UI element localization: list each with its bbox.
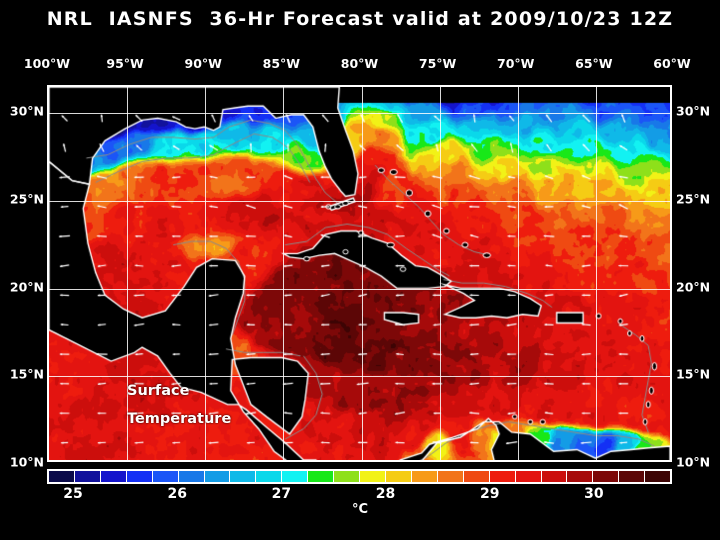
colorbar-tick-label: 29 <box>479 486 500 502</box>
colorbar-swatch <box>619 471 646 482</box>
page-title: NRL IASNFS 36-Hr Forecast valid at 2009/… <box>46 8 674 30</box>
colorbar-swatch <box>49 471 75 482</box>
map-plot-area[interactable]: Surface Temperature <box>47 85 672 462</box>
colorbar-swatch <box>411 471 438 482</box>
lon-tick-label: 75°W <box>418 56 457 71</box>
lon-tick-label: 60°W <box>653 56 691 71</box>
colorbar-swatch <box>230 471 257 482</box>
colorbar-swatch <box>256 471 283 482</box>
colorbar-swatch <box>515 471 542 482</box>
lat-tick-label-left: 15°N <box>9 366 44 382</box>
colorbar-tick-label: 25 <box>63 486 83 502</box>
colorbar-tick-label: 30 <box>584 486 604 502</box>
lat-tick-label-left: 30°N <box>9 103 44 119</box>
colorbar-swatch <box>645 471 671 482</box>
colorbar-tick-label: 26 <box>167 486 187 502</box>
colorbar-swatch <box>360 471 386 482</box>
colorbar[interactable] <box>47 469 672 484</box>
lon-tick-label: 80°W <box>340 56 379 71</box>
lon-tick-label: 85°W <box>262 56 301 71</box>
lon-tick-label: 65°W <box>575 56 613 71</box>
colorbar-tick-label: 27 <box>271 486 292 502</box>
colorbar-swatch <box>204 471 231 482</box>
colorbar-swatch <box>308 471 335 482</box>
lon-tick-label: 70°W <box>497 56 535 71</box>
lon-tick-label: 95°W <box>106 56 144 71</box>
lat-tick-label-right: 30°N <box>676 103 711 119</box>
lat-tick-label-right: 15°N <box>676 366 711 382</box>
colorbar-tick-label: 28 <box>375 486 396 502</box>
lon-tick-label: 90°W <box>184 56 222 71</box>
lat-tick-label-left: 25°N <box>9 191 44 207</box>
colorbar-swatch <box>100 471 127 482</box>
colorbar-swatch <box>567 471 594 482</box>
colorbar-swatch <box>152 471 179 482</box>
lat-tick-label-right: 10°N <box>676 454 711 470</box>
sst-heatmap-canvas <box>49 87 670 460</box>
colorbar-swatch <box>178 471 205 482</box>
colorbar-swatch <box>463 471 490 482</box>
lon-tick-label: 100°W <box>23 56 71 71</box>
colorbar-swatch <box>385 471 412 482</box>
colorbar-swatch <box>541 471 568 482</box>
colorbar-swatch <box>282 471 309 482</box>
colorbar-swatch <box>334 471 361 482</box>
lat-tick-label-right: 20°N <box>676 279 711 295</box>
colorbar-swatch <box>74 471 101 482</box>
colorbar-swatch <box>437 471 464 482</box>
colorbar-swatch <box>489 471 516 482</box>
lat-tick-label-left: 20°N <box>9 279 44 295</box>
colorbar-tick-labels: 25 26 27 28 29 30 <box>47 486 672 506</box>
lat-tick-label-right: 25°N <box>676 191 711 207</box>
colorbar-unit-label: °C <box>351 502 369 517</box>
colorbar-swatch <box>126 471 153 482</box>
colorbar-swatch <box>593 471 620 482</box>
lat-tick-label-left: 10°N <box>9 454 44 470</box>
